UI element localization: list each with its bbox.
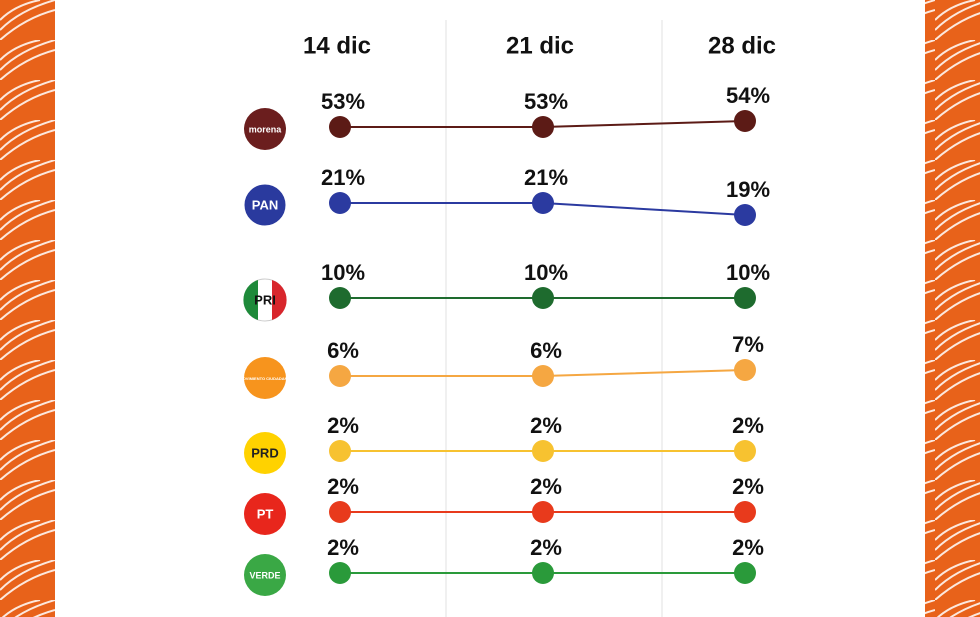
logo-part xyxy=(272,280,287,320)
value-label: 2% xyxy=(530,535,562,560)
value-label: 10% xyxy=(321,260,365,285)
value-label: 2% xyxy=(732,474,764,499)
column-header: 28 dic xyxy=(708,32,776,59)
point xyxy=(532,562,554,584)
point xyxy=(734,440,756,462)
value-label: 10% xyxy=(726,260,770,285)
point xyxy=(329,287,351,309)
point xyxy=(734,501,756,523)
logo-text: PRI xyxy=(254,292,276,307)
value-label: 21% xyxy=(321,165,365,190)
logo-text: PAN xyxy=(252,197,278,212)
value-label: 54% xyxy=(726,83,770,108)
point xyxy=(532,501,554,523)
value-label: 2% xyxy=(732,535,764,560)
point xyxy=(532,116,554,138)
side-pattern xyxy=(925,0,980,617)
point xyxy=(532,440,554,462)
value-label: 10% xyxy=(524,260,568,285)
point xyxy=(532,287,554,309)
point xyxy=(329,365,351,387)
side-pattern xyxy=(0,0,55,617)
column-header: 14 dic xyxy=(303,32,371,59)
point xyxy=(329,562,351,584)
point xyxy=(329,440,351,462)
value-label: 7% xyxy=(732,332,764,357)
point xyxy=(329,501,351,523)
point xyxy=(734,359,756,381)
point xyxy=(734,562,756,584)
point xyxy=(734,287,756,309)
point xyxy=(329,116,351,138)
value-label: 6% xyxy=(530,338,562,363)
logo-text: PRD xyxy=(251,445,278,460)
logo xyxy=(244,357,286,399)
value-label: 2% xyxy=(732,413,764,438)
logo xyxy=(244,493,286,535)
logo xyxy=(244,554,286,596)
value-label: 53% xyxy=(321,89,365,114)
point xyxy=(532,365,554,387)
logo-text: MOVIMIENTO CIUDADANO xyxy=(239,376,290,381)
logo xyxy=(243,183,287,227)
value-label: 2% xyxy=(327,535,359,560)
point xyxy=(734,110,756,132)
logo xyxy=(244,432,286,474)
logo-text: PT xyxy=(257,506,274,521)
logo-part xyxy=(243,280,258,320)
value-label: 21% xyxy=(524,165,568,190)
value-label: 2% xyxy=(327,474,359,499)
value-label: 19% xyxy=(726,177,770,202)
logo xyxy=(244,108,286,150)
point xyxy=(532,192,554,214)
value-label: 2% xyxy=(327,413,359,438)
point xyxy=(329,192,351,214)
value-label: 2% xyxy=(530,474,562,499)
point xyxy=(734,204,756,226)
value-label: 2% xyxy=(530,413,562,438)
logo-text: morena xyxy=(249,124,283,134)
column-header: 21 dic xyxy=(506,32,574,59)
value-label: 53% xyxy=(524,89,568,114)
logo-text: VERDE xyxy=(249,570,280,580)
value-label: 6% xyxy=(327,338,359,363)
